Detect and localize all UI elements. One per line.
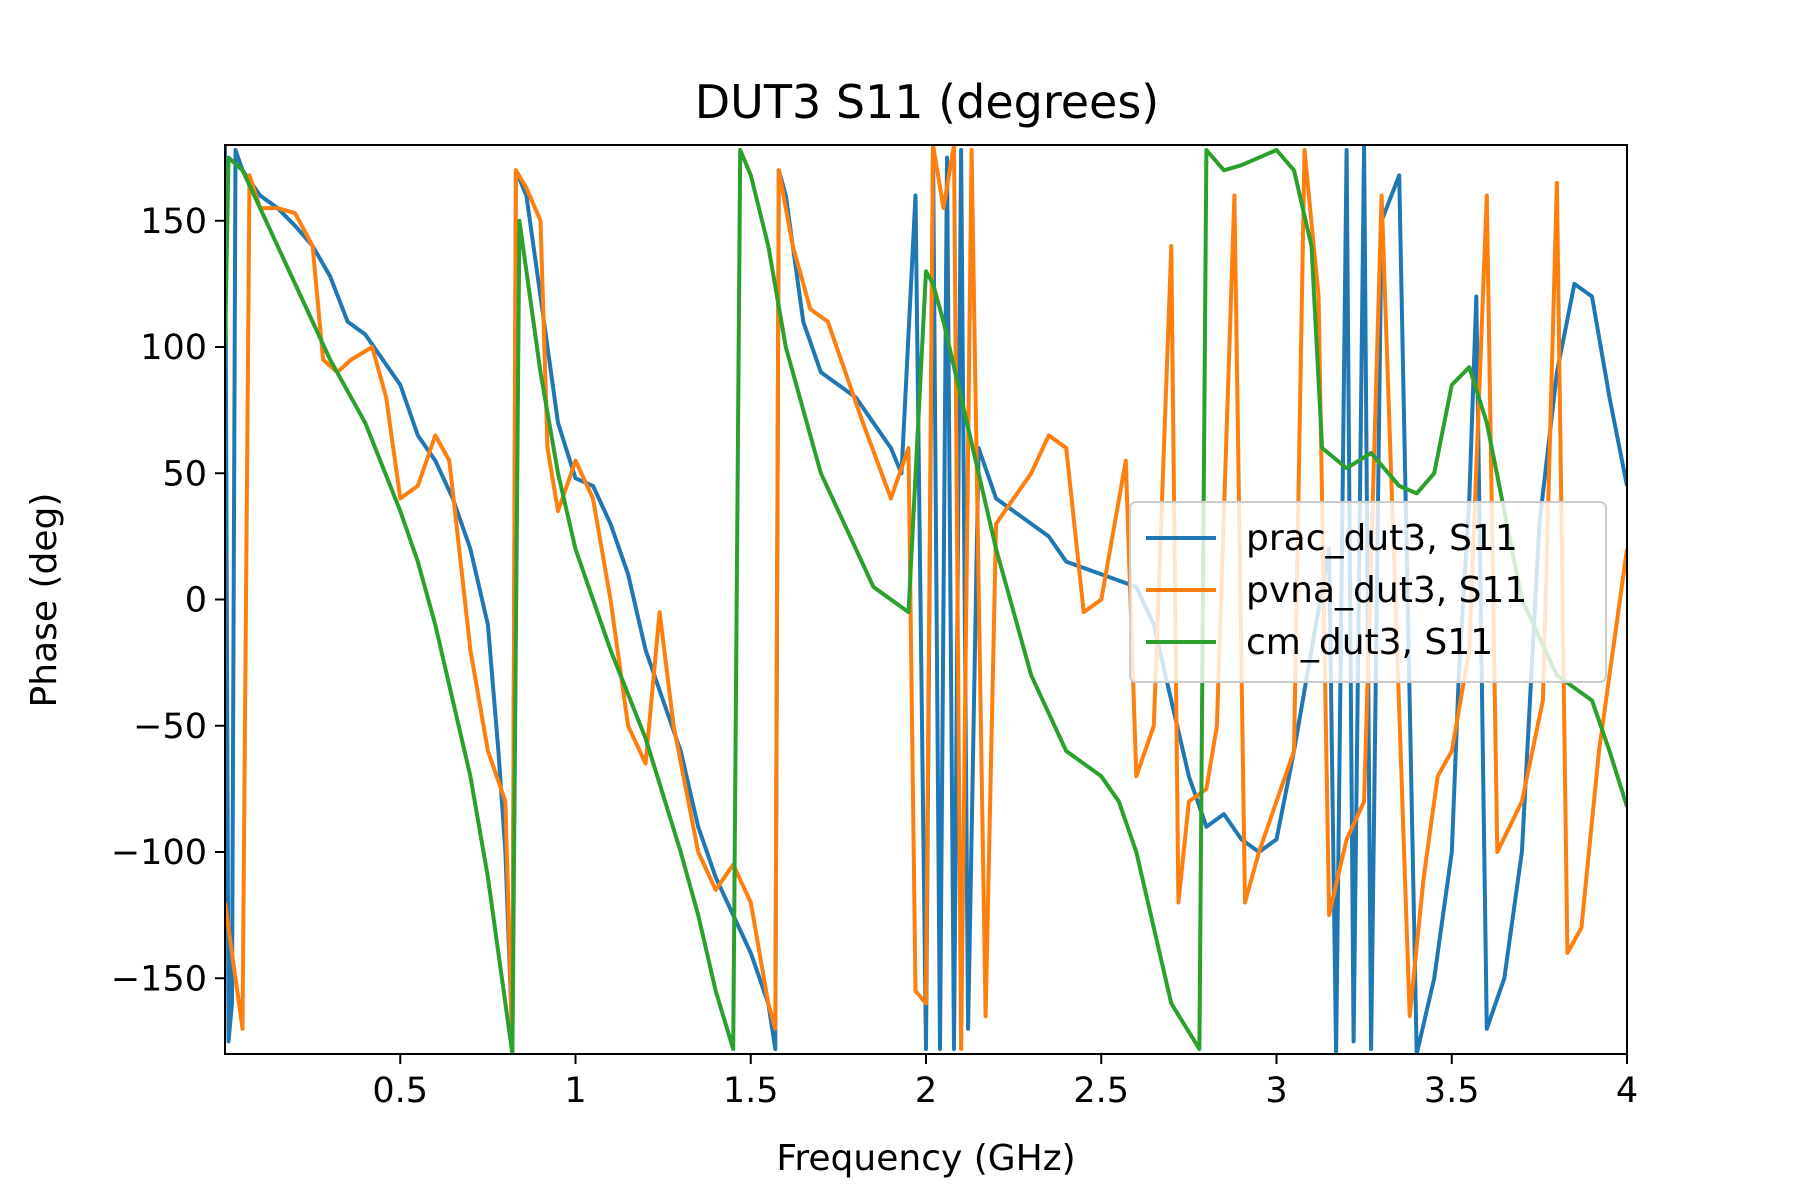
series-line-2 xyxy=(225,148,1627,1054)
chart-title: DUT3 S11 (degrees) xyxy=(695,75,1160,129)
x-tick-label: 0.5 xyxy=(372,1071,428,1111)
y-axis-label: Phase (deg) xyxy=(24,493,65,708)
legend: prac_dut3, S11 pvna_dut3, S11 cm_dut3, S11 xyxy=(1129,501,1607,683)
series-line-1 xyxy=(225,145,1627,1051)
y-tick-label: 0 xyxy=(185,581,207,621)
y-axis: 150 100 50 0 −50 −100 −150 xyxy=(111,202,225,999)
x-tick-label: 1.5 xyxy=(723,1071,779,1111)
x-tick-label: 2.5 xyxy=(1073,1071,1129,1111)
legend-label: cm_dut3, S11 xyxy=(1246,622,1493,663)
y-tick-label: −50 xyxy=(133,707,207,747)
x-tick-label: 4 xyxy=(1616,1071,1638,1111)
legend-label: pvna_dut3, S11 xyxy=(1246,570,1527,611)
y-tick-label: 100 xyxy=(140,328,207,368)
y-tick-label: 150 xyxy=(140,202,207,242)
x-tick-label: 2 xyxy=(915,1071,937,1111)
x-tick-label: 1 xyxy=(564,1071,586,1111)
x-axis-label: Frequency (GHz) xyxy=(776,1138,1075,1179)
legend-label: prac_dut3, S11 xyxy=(1246,518,1518,559)
legend-box xyxy=(1129,501,1607,683)
y-tick-label: −100 xyxy=(111,833,207,873)
series-layer xyxy=(225,145,1627,1054)
x-tick-label: 3 xyxy=(1265,1071,1287,1111)
x-tick-label: 3.5 xyxy=(1424,1071,1480,1111)
x-axis: 0.5 1 1.5 2 2.5 3 3.5 4 xyxy=(372,1054,1638,1111)
y-tick-label: −150 xyxy=(111,959,207,999)
y-tick-label: 50 xyxy=(162,454,207,494)
